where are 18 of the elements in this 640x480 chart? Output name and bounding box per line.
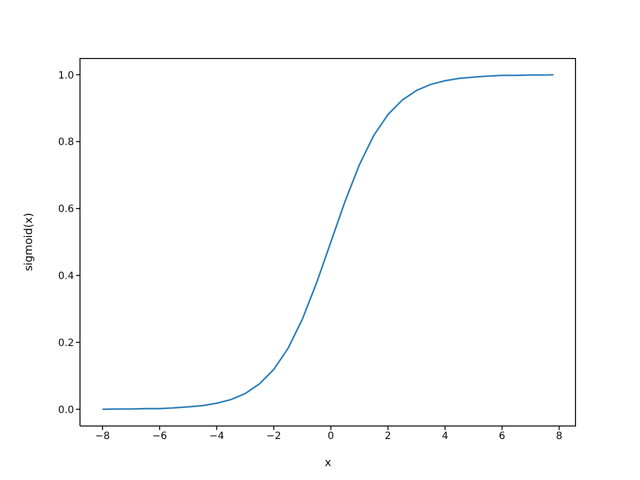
y-axis-title: sigmoid(x) bbox=[22, 212, 35, 272]
y-tick-label: 0.4 bbox=[58, 271, 74, 282]
x-tick-label: 8 bbox=[556, 431, 562, 442]
x-axis-title: x bbox=[324, 456, 332, 469]
y-tick-label: 0.8 bbox=[58, 137, 74, 148]
y-tick-label: 0.2 bbox=[58, 338, 74, 349]
x-tick-label: −4 bbox=[209, 431, 224, 442]
x-tick-label: −6 bbox=[152, 431, 167, 442]
x-tick-label: 2 bbox=[384, 431, 392, 442]
x-tick-label: 6 bbox=[498, 431, 506, 442]
y-tick-label: 0.0 bbox=[58, 404, 74, 416]
line-series bbox=[102, 74, 554, 410]
y-tick-label: 1.0 bbox=[58, 70, 74, 82]
y-tick-label: 0.6 bbox=[58, 204, 74, 216]
x-tick-label: −2 bbox=[266, 431, 282, 442]
x-tick-label: 0 bbox=[328, 431, 334, 442]
x-tick-label: −8 bbox=[95, 431, 110, 442]
x-tick-label: 4 bbox=[442, 431, 448, 442]
